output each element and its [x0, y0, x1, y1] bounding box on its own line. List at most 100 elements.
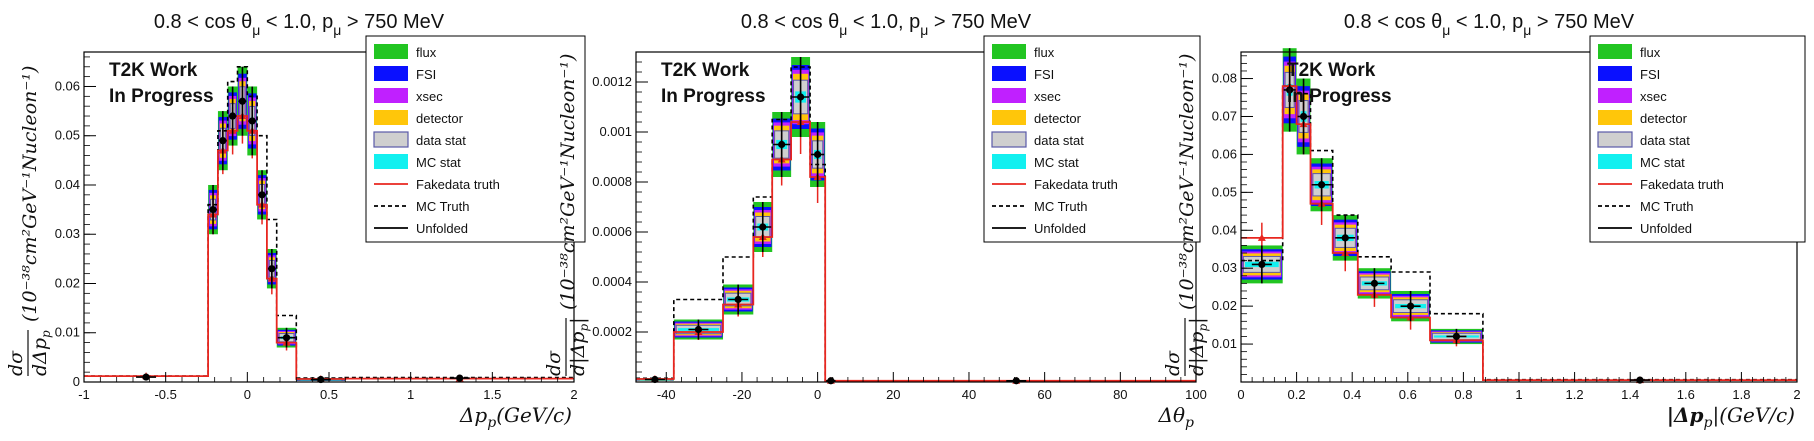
y-tick-label: 0.05 [1212, 184, 1237, 199]
y-axis-label: dσ d|Δpp| (10⁻³⁸cm²GeV⁻¹Nucleon⁻¹) [543, 54, 591, 376]
unfolded-point [1452, 332, 1461, 341]
legend-label-fakedata: Fakedata truth [1034, 177, 1118, 192]
unfolded-point [229, 112, 237, 120]
y-axis-label: dσ d|Δpp| (10⁻³⁸cm²GeV⁻¹Nucleon⁻¹) [1162, 54, 1210, 376]
y-tick-label: 0.0012 [592, 74, 632, 89]
x-tick-label: -0.5 [154, 387, 176, 402]
x-axis-label: Δpp(GeV/c) [459, 403, 572, 431]
y-tick-label: 0.01 [1212, 336, 1237, 351]
watermark-line-1: T2K Work [109, 60, 198, 81]
legend-label-unfolded: Unfolded [1640, 221, 1692, 236]
legend-swatch-flux [1598, 44, 1632, 59]
legend-label-MC_stat: MC stat [416, 155, 461, 170]
chart-panel-3: 0.8 < cos θμ < 1.0, pμ > 750 MeV 0 0.2 0.4 0… [1162, 11, 1806, 431]
x-tick-label: -20 [733, 387, 752, 402]
legend-swatch-flux [992, 44, 1026, 59]
y-axis-label-denominator: d|Δpp| [1186, 317, 1210, 376]
y-tick-label: 0.02 [1212, 298, 1237, 313]
legend-label-FSI: FSI [1640, 67, 1660, 82]
x-tick-label: 1.6 [1677, 387, 1695, 402]
legend-swatch-detector [992, 110, 1026, 125]
y-tick-label: 0 [73, 374, 80, 389]
unfolded-point [258, 191, 266, 199]
legend-label-FSI: FSI [416, 67, 436, 82]
x-tick-label: 0.4 [1343, 387, 1361, 402]
watermark-line-1: T2K Work [1287, 60, 1376, 81]
unfolded-point [694, 325, 703, 334]
unfolded-point [1258, 260, 1266, 269]
legend-label-MC_stat: MC stat [1640, 155, 1685, 170]
legend-swatch-detector [1598, 110, 1632, 125]
legend-swatch-data_stat [991, 131, 1027, 148]
x-tick-label: 1 [407, 387, 414, 402]
x-tick-label: 60 [1037, 387, 1051, 402]
legend-label-unfolded: Unfolded [416, 221, 468, 236]
y-axis-label-denominator: dΔpp [29, 330, 53, 376]
y-tick-label: 0.0008 [592, 174, 632, 189]
y-axis-unit: (10⁻³⁸cm²GeV⁻¹Nucleon⁻¹) [19, 66, 41, 322]
x-tick-label: 0 [1237, 387, 1244, 402]
unfolded-point [1406, 302, 1415, 310]
legend-swatch-xsec [992, 88, 1026, 103]
unfolded-point [1286, 86, 1294, 94]
unfolded-point [238, 97, 247, 105]
y-axis-label-numerator: dσ [5, 350, 27, 376]
y-axis-label: dσ dΔpp (10⁻³⁸cm²GeV⁻¹Nucleon⁻¹) [5, 66, 53, 376]
unfolded-point [734, 295, 742, 304]
legend-swatch-xsec [1598, 88, 1632, 103]
watermark-line-2: In Progress [661, 86, 766, 107]
legend-label-MC_stat: MC stat [1034, 155, 1079, 170]
y-tick-label: 0.0004 [592, 274, 632, 289]
y-axis-label-denominator: d|Δpp| [567, 317, 591, 376]
x-tick-label: 2 [1793, 387, 1800, 402]
legend-label-data_stat: data stat [1034, 133, 1084, 148]
unfolded-point [796, 93, 805, 101]
x-tick-label: -1 [78, 387, 90, 402]
legend-label-flux: flux [416, 45, 437, 60]
unfolded-point [1370, 279, 1379, 287]
x-tick-label: 40 [962, 387, 976, 402]
unfolded-point [827, 377, 835, 385]
y-tick-label: 0.07 [1212, 108, 1237, 123]
y-tick-label: 0.01 [55, 325, 80, 340]
y-tick-label: 0.06 [55, 78, 80, 93]
legend-label-detector: detector [416, 111, 464, 126]
unfolded-point [142, 373, 150, 381]
unfolded-point [268, 265, 276, 273]
legend-swatch-data_stat [1597, 131, 1633, 148]
x-tick-label: 2 [570, 387, 577, 402]
x-tick-label: 0 [244, 387, 251, 402]
x-tick-label: 0.8 [1454, 387, 1472, 402]
legend-label-mctruth: MC Truth [416, 199, 469, 214]
unfolded-point [248, 117, 256, 125]
legend-swatch-detector [374, 110, 408, 125]
legend-label-flux: flux [1034, 45, 1055, 60]
legend-label-xsec: xsec [416, 89, 443, 104]
y-axis-unit: (10⁻³⁸cm²GeV⁻¹Nucleon⁻¹) [1176, 54, 1198, 310]
watermark-line-2: In Progress [1287, 86, 1392, 107]
legend-label-detector: detector [1034, 111, 1082, 126]
chart-title: 0.8 < cos θμ < 1.0, pμ > 750 MeV [154, 11, 445, 38]
y-tick-label: 0.001 [599, 124, 632, 139]
unfolded-point [209, 206, 217, 214]
x-tick-label: 0 [814, 387, 821, 402]
y-tick-label: 0.05 [55, 128, 80, 143]
unfolded-point [651, 375, 659, 384]
legend-swatch-xsec [374, 88, 408, 103]
y-axis-label-numerator: dσ [543, 350, 565, 376]
legend-swatch-MC_stat [1598, 154, 1632, 169]
y-tick-label: 0.04 [1212, 222, 1237, 237]
y-axis-unit: (10⁻³⁸cm²GeV⁻¹Nucleon⁻¹) [557, 54, 579, 310]
unfolded-point [219, 137, 227, 145]
y-axis-label-numerator: dσ [1162, 350, 1184, 376]
legend-label-data_stat: data stat [1640, 133, 1690, 148]
watermark-line-2: In Progress [109, 86, 214, 107]
fakedata-point [1257, 233, 1266, 241]
y-tick-label: 0.02 [55, 275, 80, 290]
chart-panel-1: 0.8 < cos θμ < 1.0, pμ > 750 MeV -1 -0.5 0 0… [5, 11, 586, 431]
chart-title: 0.8 < cos θμ < 1.0, pμ > 750 MeV [1344, 11, 1635, 38]
unfolded-point [814, 150, 822, 159]
x-tick-label: 80 [1113, 387, 1127, 402]
legend-swatch-flux [374, 44, 408, 59]
